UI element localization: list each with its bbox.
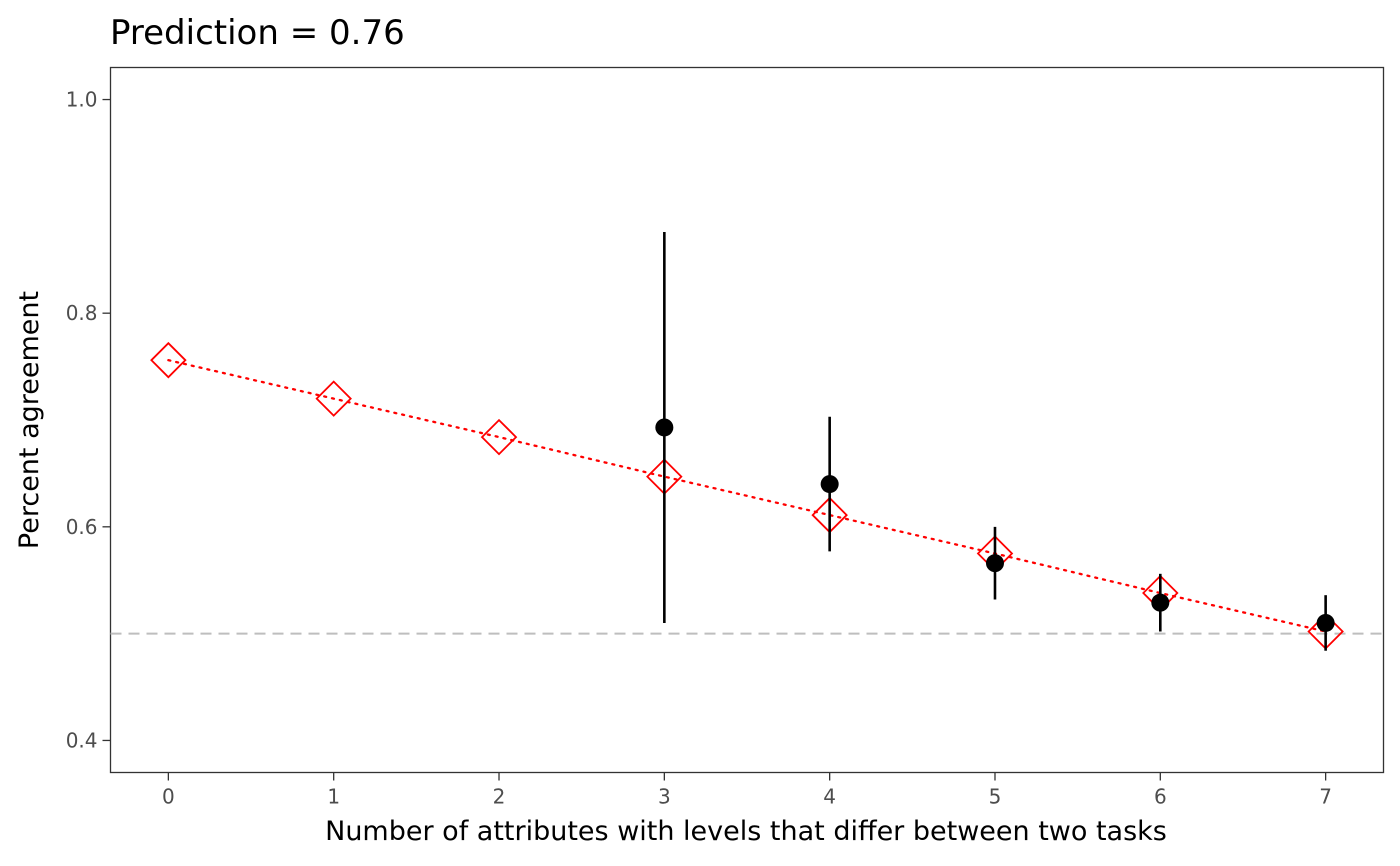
observed-series bbox=[655, 232, 1335, 651]
observed-point bbox=[1151, 593, 1170, 612]
x-tick-label: 5 bbox=[989, 785, 1002, 809]
x-tick-label: 0 bbox=[162, 785, 175, 809]
x-tick-label: 4 bbox=[823, 785, 836, 809]
x-axis-title: Number of attributes with levels that di… bbox=[325, 816, 1167, 847]
x-axis: 0 1 2 3 4 5 6 7 bbox=[162, 772, 1332, 809]
x-tick-label: 2 bbox=[493, 785, 506, 809]
plot-panel bbox=[109, 66, 1385, 774]
observed-point bbox=[1316, 613, 1335, 632]
y-tick-label: 1.0 bbox=[66, 88, 98, 112]
x-tick-label: 6 bbox=[1154, 785, 1167, 809]
y-tick-label: 0.8 bbox=[66, 301, 98, 325]
x-tick-label: 7 bbox=[1319, 785, 1332, 809]
y-axis-title: Percent agreement bbox=[14, 291, 45, 549]
x-tick-label: 3 bbox=[658, 785, 671, 809]
y-axis: 0.4 0.6 0.8 1.0 bbox=[66, 88, 111, 752]
prediction-point bbox=[315, 380, 352, 417]
y-tick-label: 0.6 bbox=[66, 515, 98, 539]
observed-point bbox=[985, 554, 1004, 573]
prediction-point bbox=[150, 341, 187, 379]
observed-point bbox=[820, 475, 839, 494]
prediction-point bbox=[480, 418, 518, 456]
chart-title: Prediction = 0.76 bbox=[110, 13, 405, 53]
observed-point bbox=[655, 418, 674, 437]
x-tick-label: 1 bbox=[327, 785, 340, 809]
y-tick-label: 0.4 bbox=[66, 728, 98, 752]
prediction-line bbox=[167, 359, 1327, 633]
